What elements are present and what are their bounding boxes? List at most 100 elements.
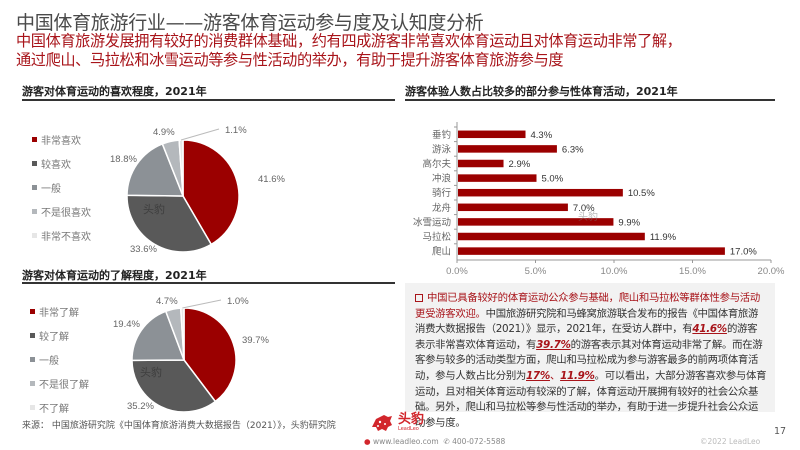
bar-value-label: 2.9%	[509, 159, 531, 170]
pie-data-label: 19.4%	[113, 319, 140, 330]
checkbox-bullet-icon	[415, 294, 423, 302]
legend-label: 较喜欢	[41, 159, 71, 171]
legend-label: 较了解	[39, 331, 69, 343]
website-link[interactable]: www.leadleo.com	[372, 437, 439, 446]
pie-slice	[126, 194, 213, 253]
highlight-number: 11.9%	[560, 369, 595, 382]
legend-item: 一般	[32, 175, 91, 199]
pie-slice	[131, 310, 186, 362]
bar-category-label: 垂钓	[432, 129, 451, 141]
bar-value-label: 17.0%	[730, 247, 757, 258]
leadleo-logo: 头豹 LeadLeo	[370, 413, 424, 433]
pie-liking-legend: 非常喜欢较喜欢一般 不是很喜欢非常不喜欢	[32, 127, 91, 247]
legend-item: 较了解	[30, 323, 89, 347]
pie-data-label: 4.9%	[153, 127, 175, 138]
legend-item: 不是很喜欢	[32, 199, 91, 223]
bar-category-label: 爬山	[432, 247, 451, 258]
bar-value-label: 5.0%	[542, 174, 564, 185]
legend-label: 非常了解	[39, 307, 79, 319]
bar	[458, 247, 725, 255]
x-tick-label: 10.0%	[601, 266, 628, 277]
legend-item: 非常不喜欢	[32, 223, 91, 247]
pie-liking-title: 游客对体育运动的喜欢程度，2021年	[22, 85, 207, 98]
legend-label: 一般	[39, 355, 59, 367]
legend-swatch	[30, 308, 35, 314]
legend-label: 非常喜欢	[41, 135, 81, 147]
bar-category-label: 冰雪运动	[413, 216, 451, 228]
bar	[458, 232, 645, 241]
watermark: 头豹	[140, 366, 162, 379]
subtitle-line-1: 中国体育旅游发展拥有较好的消费群体基础，约有四成游客非常喜欢体育运动且对体育运动…	[16, 32, 682, 50]
legend-item: 一般	[30, 347, 89, 371]
legend-swatch	[30, 332, 35, 338]
globe-icon: ●	[364, 437, 371, 446]
pie-data-label: 41.6%	[258, 174, 285, 185]
bar	[458, 203, 568, 212]
watermark: 头豹	[143, 203, 165, 216]
section-divider	[405, 99, 775, 101]
copyright: ©2022 LeadLeo	[700, 437, 761, 446]
pie-slice	[182, 139, 240, 246]
legend-label: 不了解	[39, 403, 69, 415]
logo-name: 头豹	[398, 412, 425, 427]
pie-data-label: 4.7%	[156, 296, 178, 307]
bar-value-label: 11.9%	[650, 232, 677, 243]
leopard-logo-icon	[372, 415, 392, 431]
section-divider	[22, 99, 395, 101]
x-tick-label: 20.0%	[758, 266, 785, 277]
bar-activity-chart: 0.0% 5.0% 10.0% 15.0% 20.0% 垂钓 4.3% 游泳 6.3% 高尔夫 2.…	[395, 120, 800, 280]
bar-value-label: 7.0%	[573, 203, 595, 214]
bar-category-label: 高尔夫	[422, 158, 451, 170]
pie-knowledge-chart: 39.7% 35.2% 19.4% 4.7% 1.0% 头豹	[113, 296, 269, 413]
bar-category-label: 冲浪	[432, 173, 452, 185]
x-tick-label: 5.0%	[525, 266, 547, 277]
logo-subtitle: LeadLeo	[398, 426, 419, 432]
bar-value-label: 6.3%	[562, 144, 584, 155]
bar	[458, 218, 614, 226]
legend-label: 非常不喜欢	[41, 231, 91, 243]
page-subtitle: 中国体育旅游发展拥有较好的消费群体基础，约有四成游客非常喜欢体育运动且对体育运动…	[16, 32, 796, 70]
source-note: 来源： 中国旅游研究院《中国体育旅游消费大数据报告（2021）》，头豹研究院	[22, 421, 336, 431]
bar	[458, 159, 504, 168]
legend-item: 非常喜欢	[32, 127, 91, 151]
legend-swatch	[32, 184, 37, 190]
bar-plot-area: 0.0% 5.0% 10.0% 15.0% 20.0% 垂钓 4.3% 游泳 6.3% 高尔夫 2.…	[413, 122, 785, 277]
pie-data-label: 35.2%	[127, 401, 154, 412]
pie-knowledge-legend: 非常了解较了解一般不是很了解不了解	[30, 299, 89, 419]
pie-knowledge-title: 游客对体育运动的了解程度，2021年	[22, 269, 207, 282]
highlight-number: 17%	[526, 369, 550, 382]
phone-number: 400-072-5588	[452, 437, 506, 446]
pie-slice	[126, 142, 185, 197]
bar-value-label: 10.5%	[628, 188, 655, 199]
pie-data-label: 1.1%	[225, 125, 247, 136]
legend-item: 较喜欢	[32, 151, 91, 175]
pie-liking-chart: 41.6% 33.6% 18.8% 4.9% 1.1% 头豹	[110, 125, 285, 255]
bar	[458, 145, 557, 153]
legend-swatch	[32, 208, 37, 214]
highlight-number: 41.6%	[692, 323, 727, 336]
summary-box: 中国已具备较好的体育运动公众参与基础，爬山和马拉松等群体性参与活动更受游客欢迎。…	[405, 283, 775, 429]
pie-data-label: 33.6%	[130, 244, 157, 255]
legend-swatch	[32, 160, 37, 166]
page-number: 17	[774, 426, 787, 437]
subtitle-line-2: 通过爬山、马拉松和冰雪运动等参与性活动的举办，有助于提升游客体育旅游参与度	[16, 51, 564, 69]
legend-item: 不是很了解	[30, 371, 89, 395]
watermark: 头豹	[578, 210, 598, 223]
legend-swatch	[30, 404, 35, 410]
legend-item: 非常了解	[30, 299, 89, 323]
page-title: 中国体育旅游行业——游客体育运动参与度及认知度分析	[16, 12, 484, 34]
bar-value-label: 9.9%	[618, 217, 640, 228]
legend-swatch	[30, 356, 35, 362]
pie-data-label: 1.0%	[227, 296, 249, 307]
bar-category-label: 龙舟	[432, 202, 452, 214]
bar-category-label: 马拉松	[422, 231, 451, 243]
highlight-number: 39.7%	[536, 338, 571, 351]
bar-category-label: 骑行	[432, 187, 452, 199]
bar	[458, 130, 526, 139]
bar-activity-title: 游客体验人数占比较多的部分参与性体育活动，2021年	[405, 85, 678, 98]
bar-value-label: 4.3%	[531, 130, 553, 141]
x-tick-label: 15.0%	[679, 266, 706, 277]
legend-swatch	[32, 232, 37, 238]
contact-info: ● www.leadleo.com ✆ 400-072-5588	[364, 437, 505, 446]
section-divider	[22, 282, 395, 284]
